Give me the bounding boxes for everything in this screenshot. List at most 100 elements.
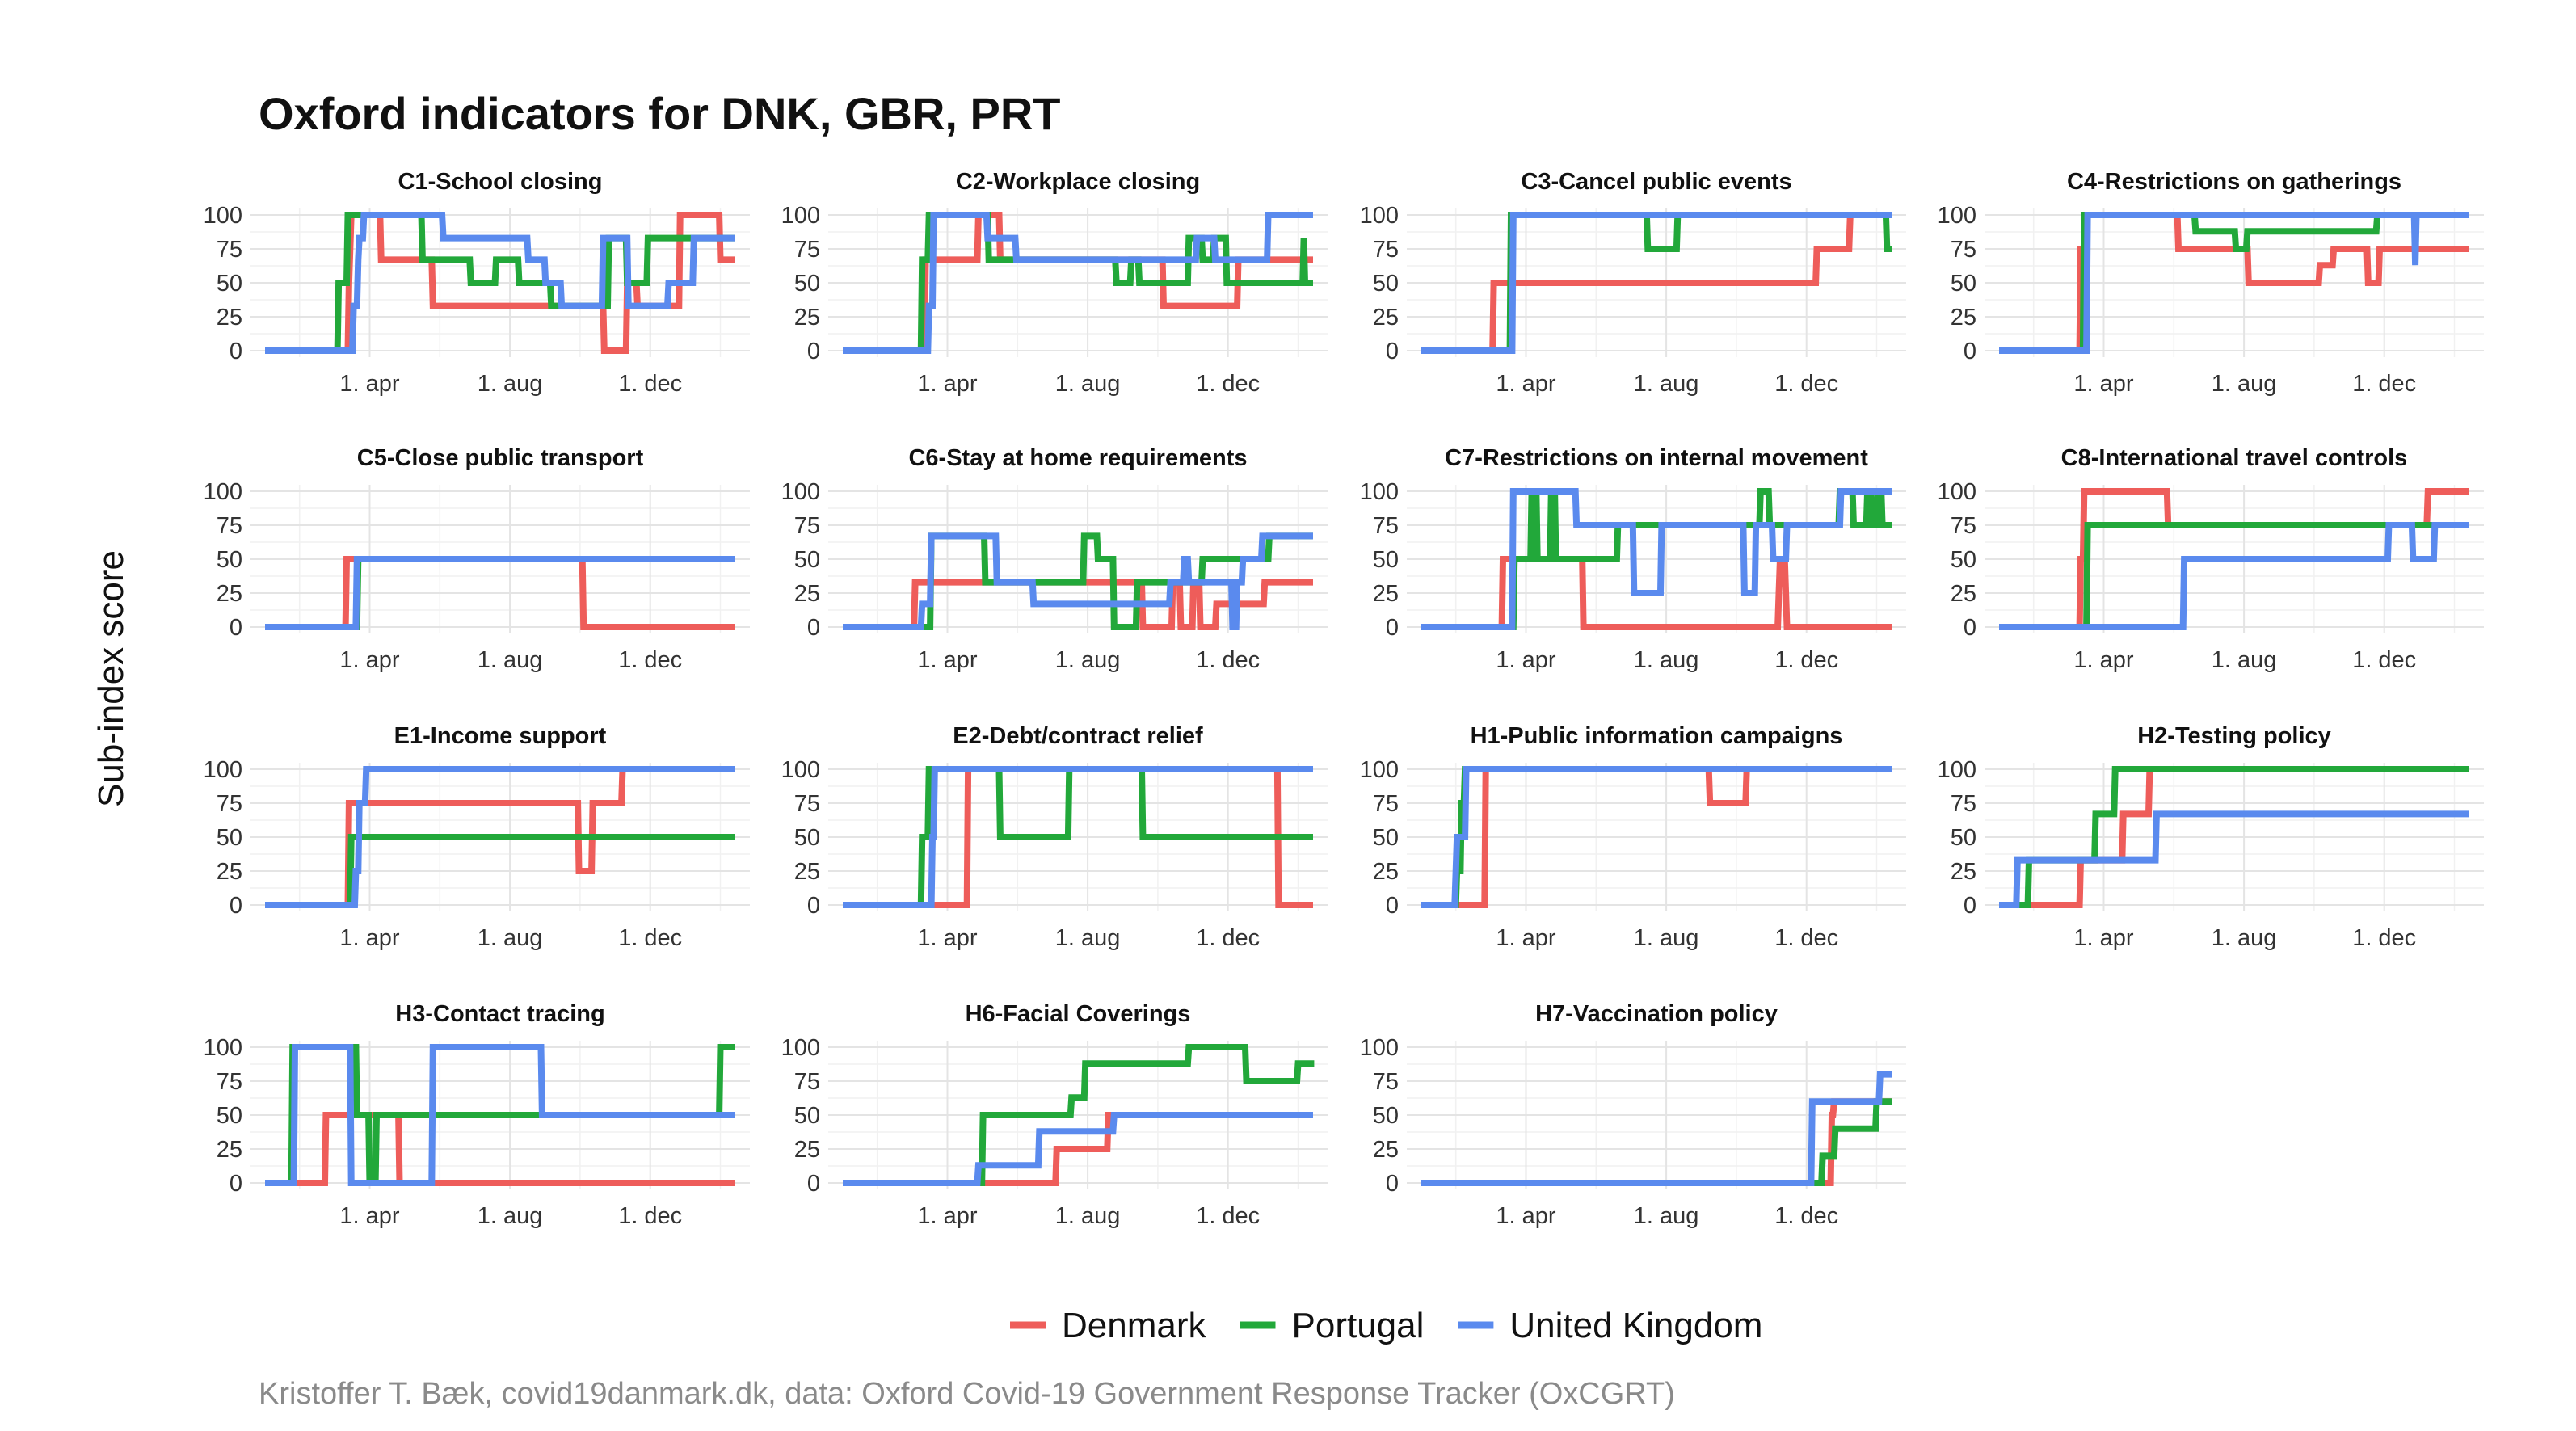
x-tick-label: 1. aug xyxy=(1055,925,1121,951)
legend-label: Portugal xyxy=(1292,1306,1425,1345)
y-tick-label: 25 xyxy=(1951,581,1976,607)
y-tick-label: 0 xyxy=(807,1171,820,1197)
legend: Denmark Portugal United Kingdom xyxy=(1010,1306,1762,1345)
y-tick-label: 75 xyxy=(794,1069,820,1095)
x-tick-label: 1. aug xyxy=(478,371,543,397)
panel-c2-workplace-closing: C2-Workplace closing 0 25 50 75 100 1. apr 1. a… xyxy=(781,169,1328,397)
panel-title: H2-Testing policy xyxy=(2137,723,2331,749)
y-tick-label: 100 xyxy=(1938,757,1976,783)
x-tick-label: 1. dec xyxy=(618,647,682,673)
y-tick-label: 50 xyxy=(1373,825,1399,851)
y-tick-label: 0 xyxy=(1964,615,1976,641)
y-tick-label: 50 xyxy=(217,271,242,297)
y-tick-label: 100 xyxy=(1360,479,1399,505)
y-tick-label: 25 xyxy=(1951,859,1976,885)
series-line-dnk xyxy=(1999,766,2469,908)
y-tick-label: 50 xyxy=(794,271,820,297)
caption: Kristoffer T. Bæk, covid19danmark.dk, da… xyxy=(259,1377,1675,1411)
panel-title: E1-Income support xyxy=(394,723,607,749)
x-tick-label: 1. apr xyxy=(2073,647,2133,673)
panel-title: C4-Restrictions on gatherings xyxy=(2067,169,2401,195)
y-tick-label: 25 xyxy=(794,1137,820,1163)
y-tick-label: 0 xyxy=(807,615,820,641)
series-line-gbr xyxy=(1999,522,2469,630)
x-tick-label: 1. apr xyxy=(339,1203,399,1229)
series-line-gbr xyxy=(843,1112,1313,1186)
y-tick-label: 100 xyxy=(781,1035,820,1061)
y-tick-label: 50 xyxy=(217,1103,242,1129)
y-tick-label: 75 xyxy=(1951,237,1976,263)
panel-c8-international-travel-controls: C8-International travel controls 0 25 50 75 1… xyxy=(1938,445,2484,673)
x-tick-label: 1. aug xyxy=(1634,1203,1699,1229)
x-tick-label: 1. apr xyxy=(339,647,399,673)
legend-item-prt: Portugal xyxy=(1240,1306,1425,1345)
y-tick-label: 0 xyxy=(1386,893,1399,919)
panel-title: C2-Workplace closing xyxy=(956,169,1200,195)
y-tick-label: 100 xyxy=(204,479,242,505)
y-tick-label: 75 xyxy=(794,513,820,539)
y-tick-label: 50 xyxy=(1951,825,1976,851)
x-tick-label: 1. apr xyxy=(917,371,977,397)
legend-label: United Kingdom xyxy=(1509,1306,1762,1345)
panel-title: E2-Debt/contract relief xyxy=(953,723,1203,749)
panel-e2-debt-contract-relief: E2-Debt/contract relief 0 25 50 75 100 1. apr 1… xyxy=(781,723,1328,951)
x-tick-label: 1. dec xyxy=(618,371,682,397)
series-line-prt xyxy=(1421,1098,1892,1186)
y-tick-label: 75 xyxy=(1951,513,1976,539)
y-tick-label: 50 xyxy=(217,825,242,851)
x-tick-label: 1. apr xyxy=(917,1203,977,1229)
y-tick-label: 25 xyxy=(794,859,820,885)
x-tick-label: 1. apr xyxy=(1496,925,1555,951)
y-tick-label: 0 xyxy=(229,1171,242,1197)
y-tick-label: 25 xyxy=(794,305,820,330)
series-line-gbr xyxy=(265,1044,735,1186)
y-tick-label: 50 xyxy=(217,547,242,573)
x-tick-label: 1. dec xyxy=(1196,925,1260,951)
y-tick-label: 100 xyxy=(1938,203,1976,229)
y-tick-label: 0 xyxy=(229,339,242,364)
y-tick-label: 75 xyxy=(1373,1069,1399,1095)
x-tick-label: 1. aug xyxy=(1634,647,1699,673)
x-tick-label: 1. dec xyxy=(1774,1203,1838,1229)
series-line-gbr xyxy=(843,532,1313,630)
y-tick-label: 25 xyxy=(1373,859,1399,885)
x-tick-label: 1. apr xyxy=(1496,1203,1555,1229)
panel-title: H3-Contact tracing xyxy=(395,1001,604,1027)
series-line-dnk xyxy=(1421,212,1892,354)
y-tick-label: 100 xyxy=(1938,479,1976,505)
series-line-dnk xyxy=(1421,766,1892,908)
panel-c3-cancel-public-events: C3-Cancel public events 0 25 50 75 100 1. apr 1… xyxy=(1360,169,1906,397)
series-line-prt xyxy=(843,1044,1315,1186)
x-tick-label: 1. dec xyxy=(618,1203,682,1229)
series-line-prt xyxy=(1999,766,2469,908)
x-tick-label: 1. dec xyxy=(2352,371,2416,397)
x-tick-label: 1. aug xyxy=(1634,925,1699,951)
panel-title: C1-School closing xyxy=(398,169,603,195)
legend-label: Denmark xyxy=(1062,1306,1206,1345)
panel-h1-public-information-campaigns: H1-Public information campaigns 0 25 50 75 10… xyxy=(1360,723,1906,951)
panel-e1-income-support: E1-Income support 0 25 50 75 100 1. apr 1. aug 1… xyxy=(204,723,750,951)
panel-title: C5-Close public transport xyxy=(357,445,644,471)
x-tick-label: 1. dec xyxy=(1774,647,1838,673)
y-tick-label: 50 xyxy=(1373,271,1399,297)
y-tick-label: 50 xyxy=(794,547,820,573)
series-line-prt xyxy=(843,212,1313,354)
y-tick-label: 100 xyxy=(204,203,242,229)
x-tick-label: 1. dec xyxy=(2352,647,2416,673)
y-tick-label: 25 xyxy=(1951,305,1976,330)
y-tick-label: 50 xyxy=(1373,547,1399,573)
x-tick-label: 1. aug xyxy=(2212,925,2277,951)
y-tick-label: 100 xyxy=(1360,757,1399,783)
panel-c6-stay-at-home-requirements: C6-Stay at home requirements 0 25 50 75 100 1.… xyxy=(781,445,1328,673)
y-tick-label: 0 xyxy=(1964,339,1976,364)
panel-c4-restrictions-on-gatherings: C4-Restrictions on gatherings 0 25 50 75 100 1… xyxy=(1938,169,2484,397)
x-tick-label: 1. dec xyxy=(1196,647,1260,673)
series-line-gbr xyxy=(265,766,735,908)
y-tick-label: 75 xyxy=(794,237,820,263)
panel-title: H6-Facial Coverings xyxy=(966,1001,1191,1027)
panel-title: C6-Stay at home requirements xyxy=(908,445,1247,471)
y-tick-label: 100 xyxy=(204,1035,242,1061)
x-tick-label: 1. aug xyxy=(1055,371,1121,397)
y-tick-label: 75 xyxy=(1951,791,1976,817)
legend-item-gbr: United Kingdom xyxy=(1458,1306,1762,1345)
